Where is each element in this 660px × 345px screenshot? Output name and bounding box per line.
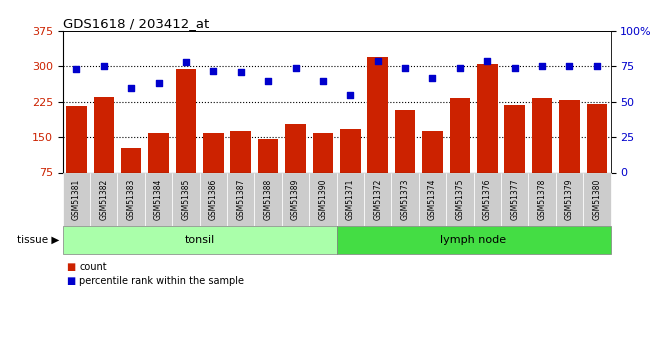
- Point: [345, 92, 356, 98]
- Text: ■: ■: [66, 276, 75, 286]
- Text: GSM51389: GSM51389: [291, 179, 300, 220]
- Point: [208, 68, 218, 73]
- Text: GSM51372: GSM51372: [373, 179, 382, 220]
- Text: GSM51388: GSM51388: [263, 179, 273, 220]
- Bar: [176, 69, 196, 172]
- Text: ■: ■: [66, 263, 75, 272]
- Point: [455, 65, 465, 71]
- Bar: [148, 134, 169, 172]
- Text: GSM51385: GSM51385: [182, 179, 191, 220]
- Point: [372, 58, 383, 63]
- Bar: [258, 139, 279, 172]
- Bar: [422, 131, 443, 172]
- Bar: [368, 57, 388, 172]
- Text: GDS1618 / 203412_at: GDS1618 / 203412_at: [63, 17, 209, 30]
- Text: GSM51380: GSM51380: [592, 179, 601, 220]
- Point: [510, 65, 520, 71]
- Text: tissue ▶: tissue ▶: [17, 235, 59, 245]
- Point: [71, 67, 82, 72]
- Bar: [559, 100, 579, 172]
- Point: [400, 65, 411, 71]
- Bar: [313, 134, 333, 172]
- Text: GSM51381: GSM51381: [72, 179, 81, 220]
- Point: [427, 75, 438, 80]
- Point: [181, 59, 191, 65]
- Point: [317, 78, 328, 83]
- Bar: [504, 105, 525, 172]
- Point: [236, 69, 246, 75]
- Point: [263, 78, 273, 83]
- Bar: [395, 110, 415, 172]
- Bar: [203, 134, 224, 172]
- Bar: [230, 131, 251, 172]
- Bar: [285, 124, 306, 172]
- Bar: [94, 97, 114, 172]
- Bar: [340, 129, 360, 172]
- Bar: [66, 107, 86, 172]
- Point: [591, 63, 602, 69]
- Bar: [587, 104, 607, 172]
- Text: lymph node: lymph node: [440, 235, 507, 245]
- Bar: [449, 98, 470, 172]
- Text: count: count: [79, 263, 107, 272]
- Text: GSM51384: GSM51384: [154, 179, 163, 220]
- Text: GSM51374: GSM51374: [428, 178, 437, 220]
- Text: GSM51373: GSM51373: [401, 178, 410, 220]
- Bar: [121, 148, 141, 172]
- Point: [537, 63, 547, 69]
- Text: GSM51377: GSM51377: [510, 178, 519, 220]
- Text: GSM51375: GSM51375: [455, 178, 465, 220]
- Point: [482, 58, 492, 63]
- Text: GSM51379: GSM51379: [565, 178, 574, 220]
- Bar: [532, 98, 552, 172]
- Point: [153, 81, 164, 86]
- Text: GSM51386: GSM51386: [209, 179, 218, 220]
- Text: GSM51390: GSM51390: [318, 178, 327, 220]
- Point: [126, 85, 137, 90]
- Bar: [477, 64, 498, 172]
- Text: GSM51382: GSM51382: [99, 179, 108, 220]
- Text: GSM51371: GSM51371: [346, 179, 355, 220]
- Text: percentile rank within the sample: percentile rank within the sample: [79, 276, 244, 286]
- Text: GSM51383: GSM51383: [127, 179, 136, 220]
- Text: GSM51378: GSM51378: [537, 179, 546, 220]
- Text: GSM51387: GSM51387: [236, 179, 246, 220]
- Point: [98, 63, 109, 69]
- Text: tonsil: tonsil: [185, 235, 214, 245]
- Point: [290, 65, 301, 71]
- Text: GSM51376: GSM51376: [482, 178, 492, 220]
- Point: [564, 63, 575, 69]
